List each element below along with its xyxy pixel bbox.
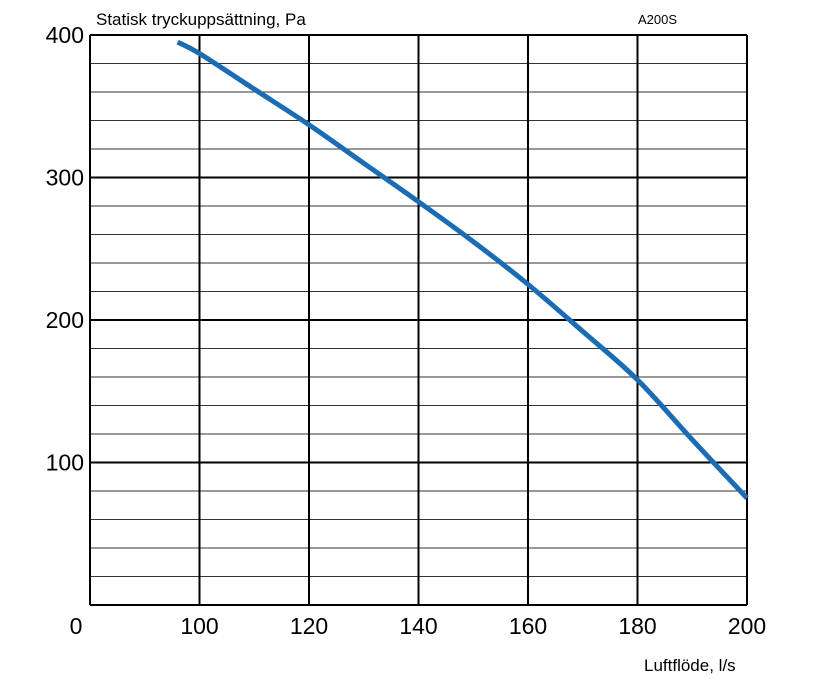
y-tick-labels: 100 200 300 400 [46,22,84,476]
y-tick-label: 300 [46,165,84,191]
y-tick-label: 200 [46,307,84,333]
x-tick-label: 160 [509,613,547,639]
y-tick-label: 400 [46,22,84,48]
x-tick-label: 200 [728,613,766,639]
x-tick-label: 180 [618,613,656,639]
model-code-label: A200S [638,12,677,27]
x-tick-label: 140 [399,613,437,639]
x-tick-label: 120 [290,613,328,639]
major-gridlines [89,34,748,606]
series-layer [176,39,749,500]
x-axis-label: Luftflöde, l/s [644,656,736,675]
x-tick-label: 100 [180,613,218,639]
y-axis-label: Statisk tryckuppsättning, Pa [96,10,306,29]
y-tick-label: 100 [46,450,84,476]
series-line [176,39,749,500]
x-tick-labels: 100 120 140 160 180 200 [180,613,766,639]
origin-label: 0 [70,613,83,639]
